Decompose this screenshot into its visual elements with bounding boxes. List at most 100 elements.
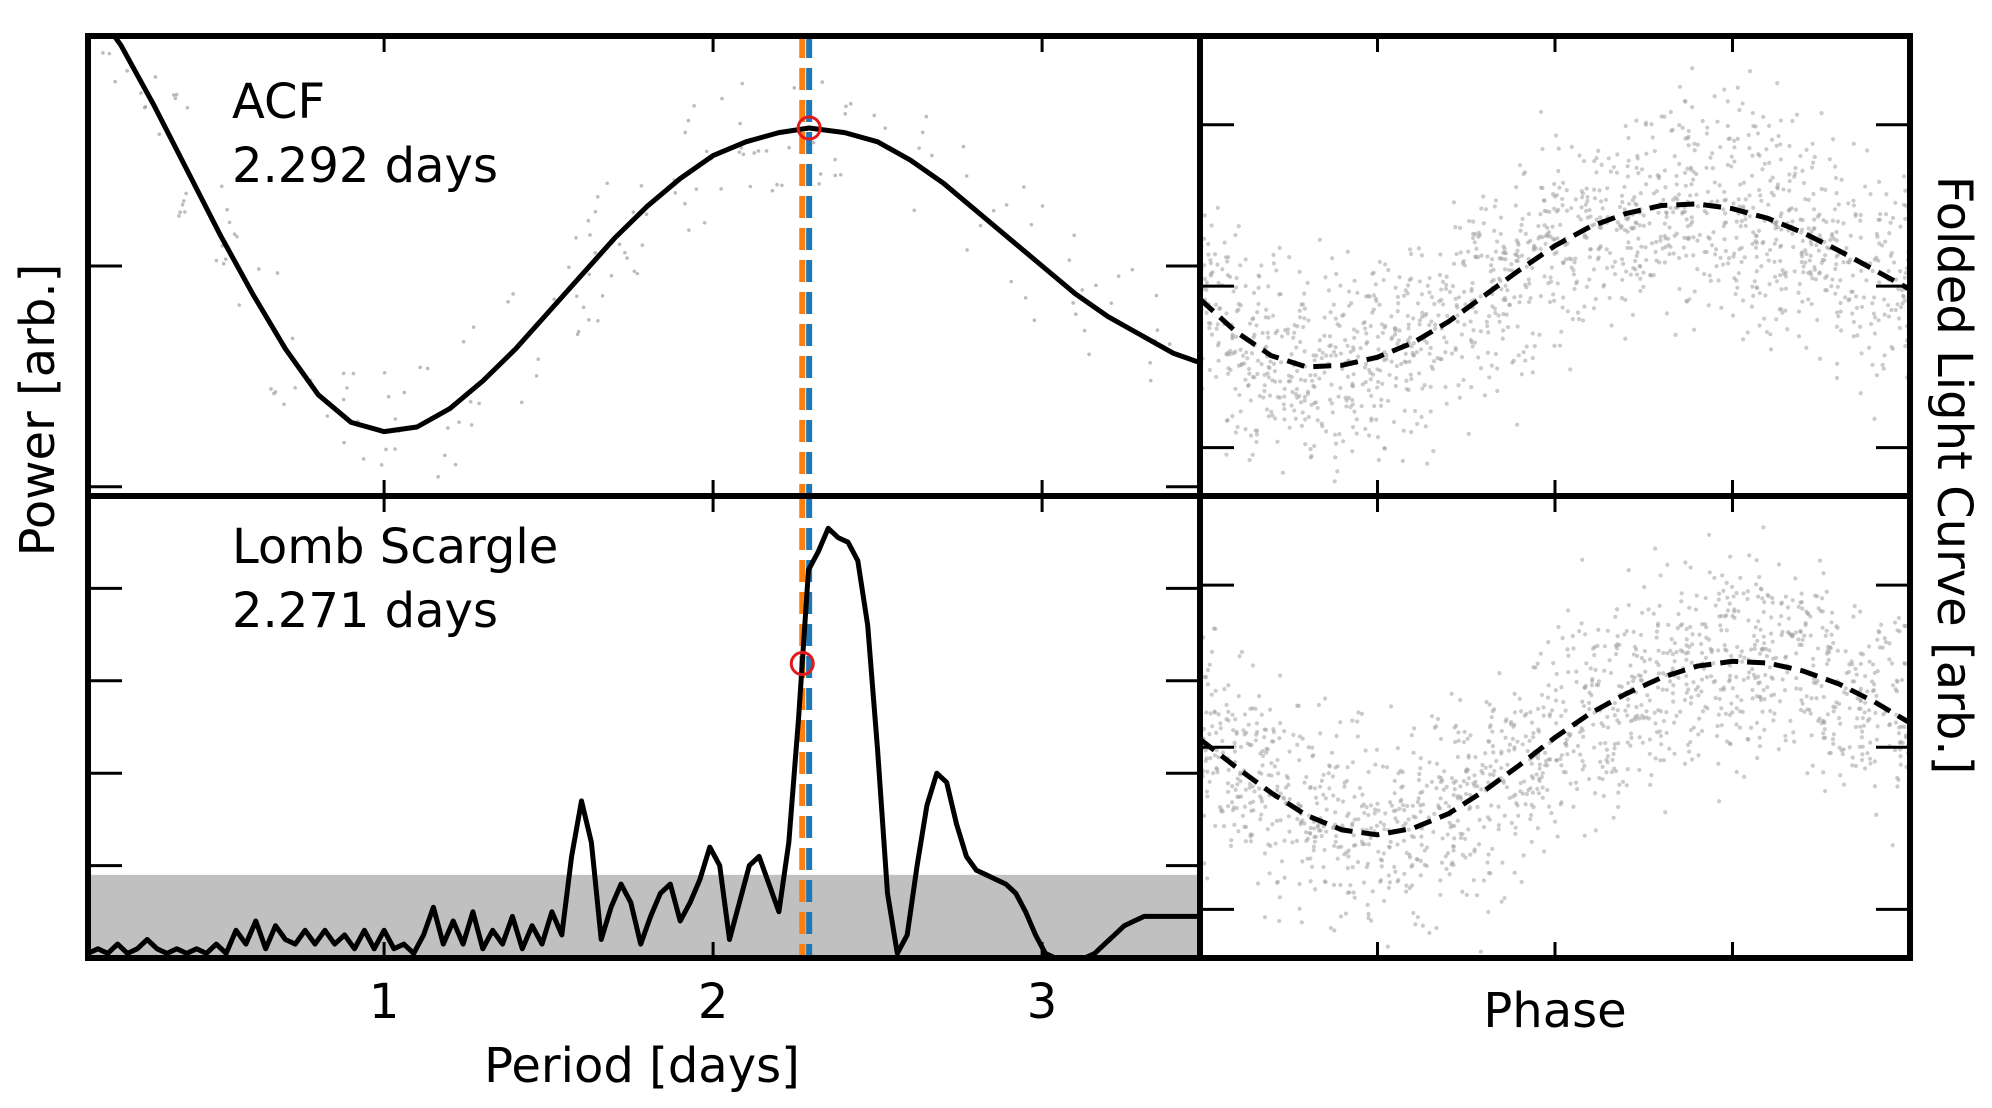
folded-point: [1324, 353, 1329, 358]
folded-point: [1540, 771, 1545, 776]
folded-point: [1665, 651, 1670, 656]
folded-point: [1833, 175, 1839, 181]
folded-point: [1807, 258, 1812, 263]
folded-point: [1540, 692, 1545, 698]
folded-point: [1257, 794, 1263, 799]
folded-point: [1377, 302, 1382, 307]
folded-point: [1761, 687, 1766, 693]
folded-point: [1742, 655, 1747, 660]
folded-point: [1755, 674, 1761, 679]
folded-point: [1741, 591, 1746, 596]
folded-point: [1282, 386, 1287, 392]
folded-point: [1410, 863, 1415, 868]
folded-point: [1664, 730, 1669, 736]
folded-point: [1684, 690, 1689, 695]
folded-point: [1680, 125, 1685, 130]
folded-point: [1766, 258, 1771, 263]
folded-point: [1702, 249, 1707, 255]
folded-point: [1309, 864, 1315, 869]
folded-point: [1290, 840, 1295, 845]
folded-point: [1741, 677, 1746, 683]
folded-point: [1872, 331, 1878, 336]
folded-point: [1834, 191, 1839, 196]
folded-point: [1474, 893, 1480, 898]
folded-point: [1415, 301, 1421, 306]
folded-point: [1667, 225, 1672, 230]
folded-point: [1260, 330, 1265, 336]
folded-point: [1286, 782, 1291, 787]
folded-point: [1903, 343, 1908, 349]
acf-raw-point: [631, 210, 636, 214]
folded-point: [1272, 369, 1278, 374]
folded-point: [1817, 270, 1822, 275]
folded-point: [1489, 803, 1494, 808]
folded-point: [1455, 305, 1460, 310]
acf-raw-point: [820, 80, 825, 84]
folded-point: [1821, 571, 1826, 576]
folded-point: [1231, 289, 1236, 294]
folded-point: [1868, 192, 1873, 197]
folded-point: [1896, 615, 1901, 621]
folded-point: [1438, 796, 1443, 801]
folded-point: [1725, 261, 1731, 266]
folded-point: [1375, 367, 1380, 372]
folded-point: [1213, 302, 1218, 307]
folded-point: [1708, 278, 1713, 283]
folded-point: [1695, 238, 1700, 243]
folded-point: [1233, 349, 1238, 354]
folded-point: [1550, 292, 1556, 297]
folded-point: [1443, 286, 1449, 291]
folded-point: [1696, 732, 1701, 737]
folded-point: [1305, 856, 1310, 861]
folded-point: [1224, 418, 1230, 423]
folded-point: [1237, 654, 1242, 659]
folded-point: [1651, 191, 1657, 196]
folded-point: [1363, 361, 1369, 367]
folded-point: [1655, 621, 1661, 626]
folded-point: [1591, 187, 1597, 192]
folded-point: [1841, 260, 1846, 265]
folded-point: [1411, 750, 1416, 755]
folded-point: [1204, 310, 1209, 315]
folded-point: [1630, 678, 1636, 684]
folded-point: [1515, 258, 1520, 264]
folded-point: [1267, 871, 1272, 876]
folded-point: [1619, 224, 1624, 229]
folded-point: [1759, 587, 1764, 592]
folded-point: [1848, 233, 1853, 238]
folded-point: [1379, 322, 1385, 327]
folded-point: [1443, 800, 1448, 805]
folded-point: [1435, 716, 1441, 722]
folded-point: [1498, 256, 1504, 261]
folded-point: [1471, 231, 1476, 237]
folded-point: [1799, 259, 1804, 265]
folded-point: [1870, 268, 1875, 274]
folded-point: [1501, 328, 1506, 333]
folded-point: [1775, 225, 1780, 230]
folded-point: [1767, 665, 1772, 670]
folded-point: [1833, 164, 1838, 169]
folded-point: [1829, 632, 1834, 637]
acf-raw-point: [477, 401, 481, 406]
folded-point: [1238, 409, 1243, 414]
folded-point: [1560, 260, 1566, 265]
folded-point: [1843, 295, 1848, 300]
folded-point: [1592, 710, 1597, 715]
folded-point: [1668, 109, 1673, 115]
folded-point: [1420, 923, 1425, 928]
folded-point: [1499, 765, 1504, 771]
folded-point: [1871, 295, 1877, 300]
folded-point: [1672, 640, 1678, 646]
folded-point: [1609, 769, 1614, 775]
folded-point: [1377, 259, 1382, 265]
folded-point: [1267, 393, 1273, 398]
folded-point: [1342, 784, 1347, 789]
folded-point: [1416, 796, 1421, 801]
folded-point: [1638, 632, 1644, 638]
folded-point: [1204, 756, 1209, 761]
folded-point: [1754, 254, 1759, 260]
folded-point: [1234, 334, 1239, 339]
folded-point: [1304, 774, 1309, 780]
folded-point: [1271, 261, 1276, 266]
folded-point: [1312, 826, 1317, 831]
